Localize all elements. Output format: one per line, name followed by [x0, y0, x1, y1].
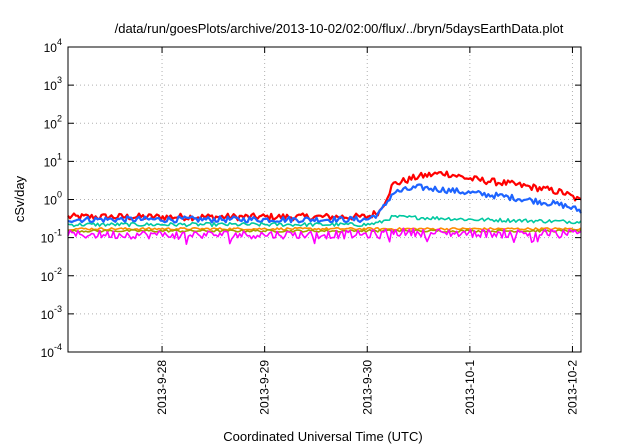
- series-line: [68, 226, 582, 231]
- y-tick-label: 103: [44, 75, 62, 93]
- series-group: [67, 170, 582, 245]
- y-tick-label: 102: [44, 113, 62, 131]
- x-tick-label: 2013-9-29: [258, 360, 272, 415]
- x-tick-label: 2013-10-1: [463, 360, 477, 415]
- grid: [68, 47, 581, 352]
- y-tick-label: 100: [44, 190, 62, 208]
- x-tick-label: 2013-9-28: [155, 360, 169, 415]
- y-tick-label: 104: [44, 37, 62, 55]
- y-tick-label: 10-4: [41, 342, 62, 360]
- series-line: [67, 183, 582, 224]
- x-tick-label: 2013-9-30: [360, 360, 374, 415]
- series-line: [67, 170, 582, 222]
- series-line: [67, 229, 582, 233]
- y-axis: 10-4 10-3 10-2 10-1 100 101 102 103 104: [41, 37, 581, 360]
- chart-title: /data/run/goesPlots/archive/2013-10-02/0…: [115, 21, 564, 36]
- y-tick-label: 101: [44, 151, 62, 169]
- x-axis: 2013-9-28 2013-9-29 2013-9-30 2013-10-1 2013…: [155, 47, 579, 415]
- y-axis-title: cSv/day: [12, 175, 27, 222]
- x-axis-title: Coordinated Universal Time (UTC): [223, 429, 422, 444]
- y-tick-label: 10-3: [41, 304, 62, 322]
- x-tick-label: 2013-10-2: [565, 360, 579, 415]
- y-tick-label: 10-1: [41, 228, 62, 246]
- y-tick-label: 10-2: [41, 266, 62, 284]
- series-line: [67, 227, 582, 245]
- series-line: [67, 214, 582, 228]
